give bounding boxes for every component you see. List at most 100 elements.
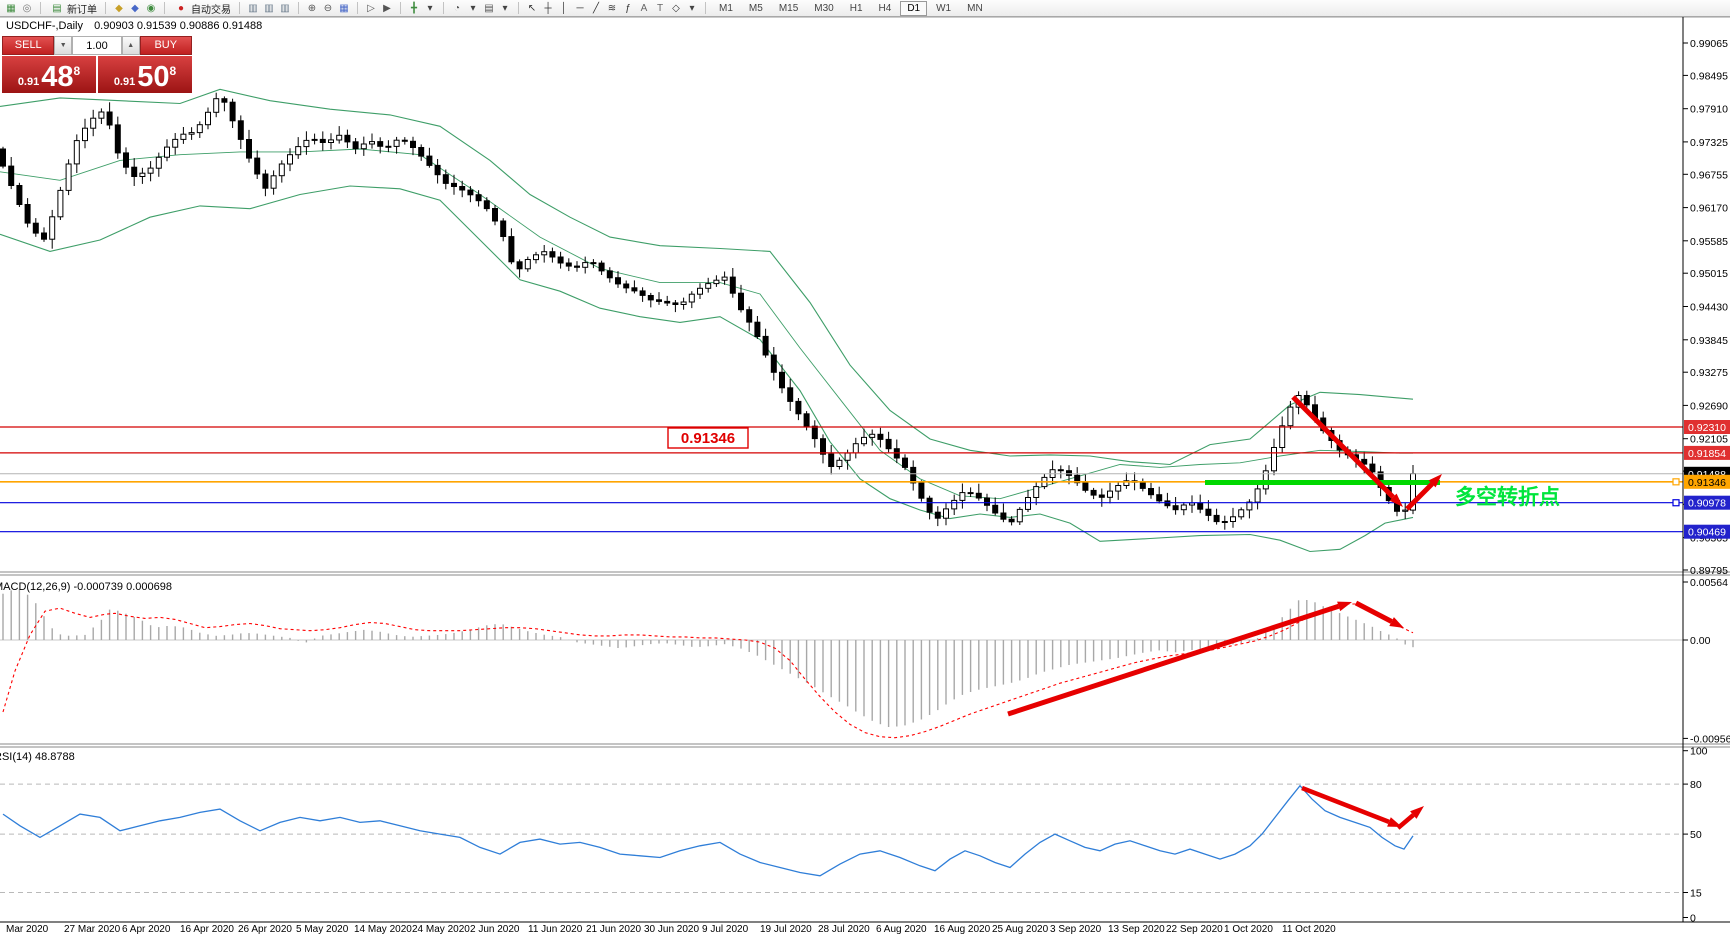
support-line-1-handle[interactable] bbox=[1672, 499, 1680, 507]
periods-icon[interactable]: ◔ bbox=[453, 2, 461, 14]
indicators-caret-icon[interactable]: ▾ bbox=[427, 2, 433, 14]
candle-body bbox=[90, 117, 97, 129]
timeframe-button-m30[interactable]: M30 bbox=[814, 2, 834, 14]
macd-indicator-label: MACD(12,26,9) -0.000739 0.000698 bbox=[0, 581, 172, 593]
sell-price-tile[interactable]: 0.91 48 8 bbox=[2, 56, 96, 93]
red-arrow-shaft[interactable] bbox=[1396, 813, 1415, 830]
crosshair-icon[interactable]: ┼ bbox=[544, 2, 552, 14]
timeframe-button-h1[interactable]: H1 bbox=[849, 2, 863, 14]
date-axis-label: 5 May 2020 bbox=[296, 924, 349, 935]
red-arrow-head[interactable] bbox=[1428, 474, 1442, 488]
lot-increase-button[interactable]: ▲ bbox=[122, 36, 140, 55]
macd-axis-label: 0.00 bbox=[1690, 635, 1711, 647]
zoom-in-icon[interactable]: ⊕ bbox=[307, 2, 317, 14]
candle-body bbox=[721, 276, 728, 281]
candle-body bbox=[1066, 470, 1072, 476]
buy-price-tile[interactable]: 0.91 50 8 bbox=[98, 56, 192, 93]
alerts-icon[interactable]: ◉ bbox=[146, 2, 156, 14]
candle-body bbox=[303, 139, 310, 148]
red-arrow-shaft[interactable] bbox=[1007, 603, 1340, 717]
fibonacci-icon[interactable]: ƒ bbox=[625, 2, 631, 14]
rsi-indicator-label: RSI(14) 48.8788 bbox=[0, 751, 75, 763]
candle-body bbox=[393, 139, 400, 147]
candle-body bbox=[984, 497, 990, 506]
candle-body bbox=[869, 433, 876, 438]
lot-decrease-button[interactable]: ▼ bbox=[54, 36, 72, 55]
red-arrow-head[interactable] bbox=[1337, 601, 1352, 612]
candle-body bbox=[377, 141, 384, 147]
chart-title: USDCHF-,Daily 0.90903 0.91539 0.90886 0.… bbox=[6, 20, 262, 32]
toolbar-group: ▦ ◎ bbox=[0, 1, 38, 15]
candle-body bbox=[533, 254, 539, 261]
timeframe-button-m5[interactable]: M5 bbox=[748, 2, 763, 14]
cursor-icon[interactable]: ↖ bbox=[527, 2, 537, 14]
buy-button[interactable]: BUY bbox=[139, 36, 192, 55]
resistance-line-1-badge-text: 0.92310 bbox=[1688, 422, 1726, 434]
sell-price-base: 0.91 bbox=[17, 76, 40, 88]
timeframe-button-m1[interactable]: M1 bbox=[719, 2, 733, 14]
candle-body bbox=[57, 189, 64, 218]
periods-caret-icon[interactable]: ▾ bbox=[470, 2, 476, 14]
step-end-icon[interactable]: ▶ bbox=[383, 2, 391, 14]
candle-body bbox=[1139, 481, 1146, 489]
autotrade-button[interactable]: ● 自动交易 bbox=[170, 1, 234, 16]
market-watch-icon[interactable]: ◆ bbox=[115, 2, 123, 14]
hline-icon[interactable]: ─ bbox=[576, 2, 584, 14]
indicators-icon[interactable]: ╋ bbox=[410, 2, 418, 14]
chart-type-icon[interactable]: ▤ bbox=[484, 2, 494, 14]
candle-body bbox=[1172, 505, 1179, 511]
date-axis-label: 21 Jun 2020 bbox=[586, 924, 641, 935]
candle-body bbox=[164, 146, 170, 158]
candle-body bbox=[459, 186, 466, 191]
chart-autoscroll-icon[interactable]: ▥ bbox=[264, 2, 274, 14]
timeframe-button-mn[interactable]: MN bbox=[967, 2, 983, 14]
shapes-caret-icon[interactable]: ▾ bbox=[689, 2, 695, 14]
candle-body bbox=[401, 139, 408, 142]
candle-body bbox=[574, 265, 580, 268]
red-arrow-shaft[interactable] bbox=[1291, 395, 1395, 499]
candle-body bbox=[885, 438, 892, 450]
chart-offset-icon[interactable]: ▥ bbox=[280, 2, 290, 14]
timeframe-button-d1[interactable]: D1 bbox=[900, 0, 928, 16]
trendline-icon[interactable]: ╱ bbox=[592, 2, 600, 14]
step-forward-icon[interactable]: ▷ bbox=[367, 2, 375, 14]
chart-window-icon[interactable]: ◎ bbox=[22, 2, 32, 14]
chart-type-caret-icon[interactable]: ▾ bbox=[502, 2, 508, 14]
red-arrow-head[interactable] bbox=[1410, 806, 1424, 819]
price-axis-label: 0.98495 bbox=[1690, 70, 1728, 82]
rsi-axis-label: 0 bbox=[1690, 913, 1696, 925]
tile-windows-icon[interactable]: ▦ bbox=[339, 2, 349, 14]
candle-body bbox=[49, 216, 56, 240]
red-arrow-shaft[interactable] bbox=[1405, 482, 1434, 511]
lot-size-input[interactable] bbox=[72, 36, 122, 55]
shapes-icon[interactable]: ◇ bbox=[672, 2, 680, 14]
red-arrow-head[interactable] bbox=[1387, 817, 1402, 827]
timeframe-button-m15[interactable]: M15 bbox=[778, 2, 799, 14]
candle-body bbox=[385, 145, 392, 148]
red-arrow-shaft[interactable] bbox=[1354, 600, 1393, 624]
red-arrow-head[interactable] bbox=[1389, 493, 1403, 507]
channel-icon[interactable]: ≋ bbox=[607, 2, 617, 14]
label-icon[interactable]: T bbox=[656, 2, 664, 14]
text-icon[interactable]: A bbox=[640, 2, 648, 14]
chart-shift-icon[interactable]: ▥ bbox=[248, 2, 258, 14]
sell-button[interactable]: SELL bbox=[2, 36, 55, 55]
candle-body bbox=[8, 165, 15, 187]
vline-icon[interactable]: │ bbox=[560, 2, 568, 14]
candle-body bbox=[992, 504, 999, 514]
red-arrow-shaft[interactable] bbox=[1301, 785, 1390, 824]
new-chart-icon[interactable]: ▦ bbox=[6, 2, 16, 14]
data-window-icon[interactable]: ◆ bbox=[131, 2, 139, 14]
new-order-button[interactable]: ▤ 新订单 bbox=[46, 1, 100, 16]
red-arrow-head[interactable] bbox=[1389, 617, 1404, 628]
timeframe-button-h4[interactable]: H4 bbox=[878, 2, 892, 14]
price-level-label-box[interactable] bbox=[667, 427, 749, 449]
candle-body bbox=[1033, 486, 1040, 499]
candle-body bbox=[1221, 521, 1228, 523]
pivot-line-handle[interactable] bbox=[1672, 478, 1680, 486]
macd-signal-line bbox=[2, 603, 1414, 739]
timeframe-button-w1[interactable]: W1 bbox=[936, 2, 952, 14]
zoom-out-icon[interactable]: ⊖ bbox=[323, 2, 333, 14]
